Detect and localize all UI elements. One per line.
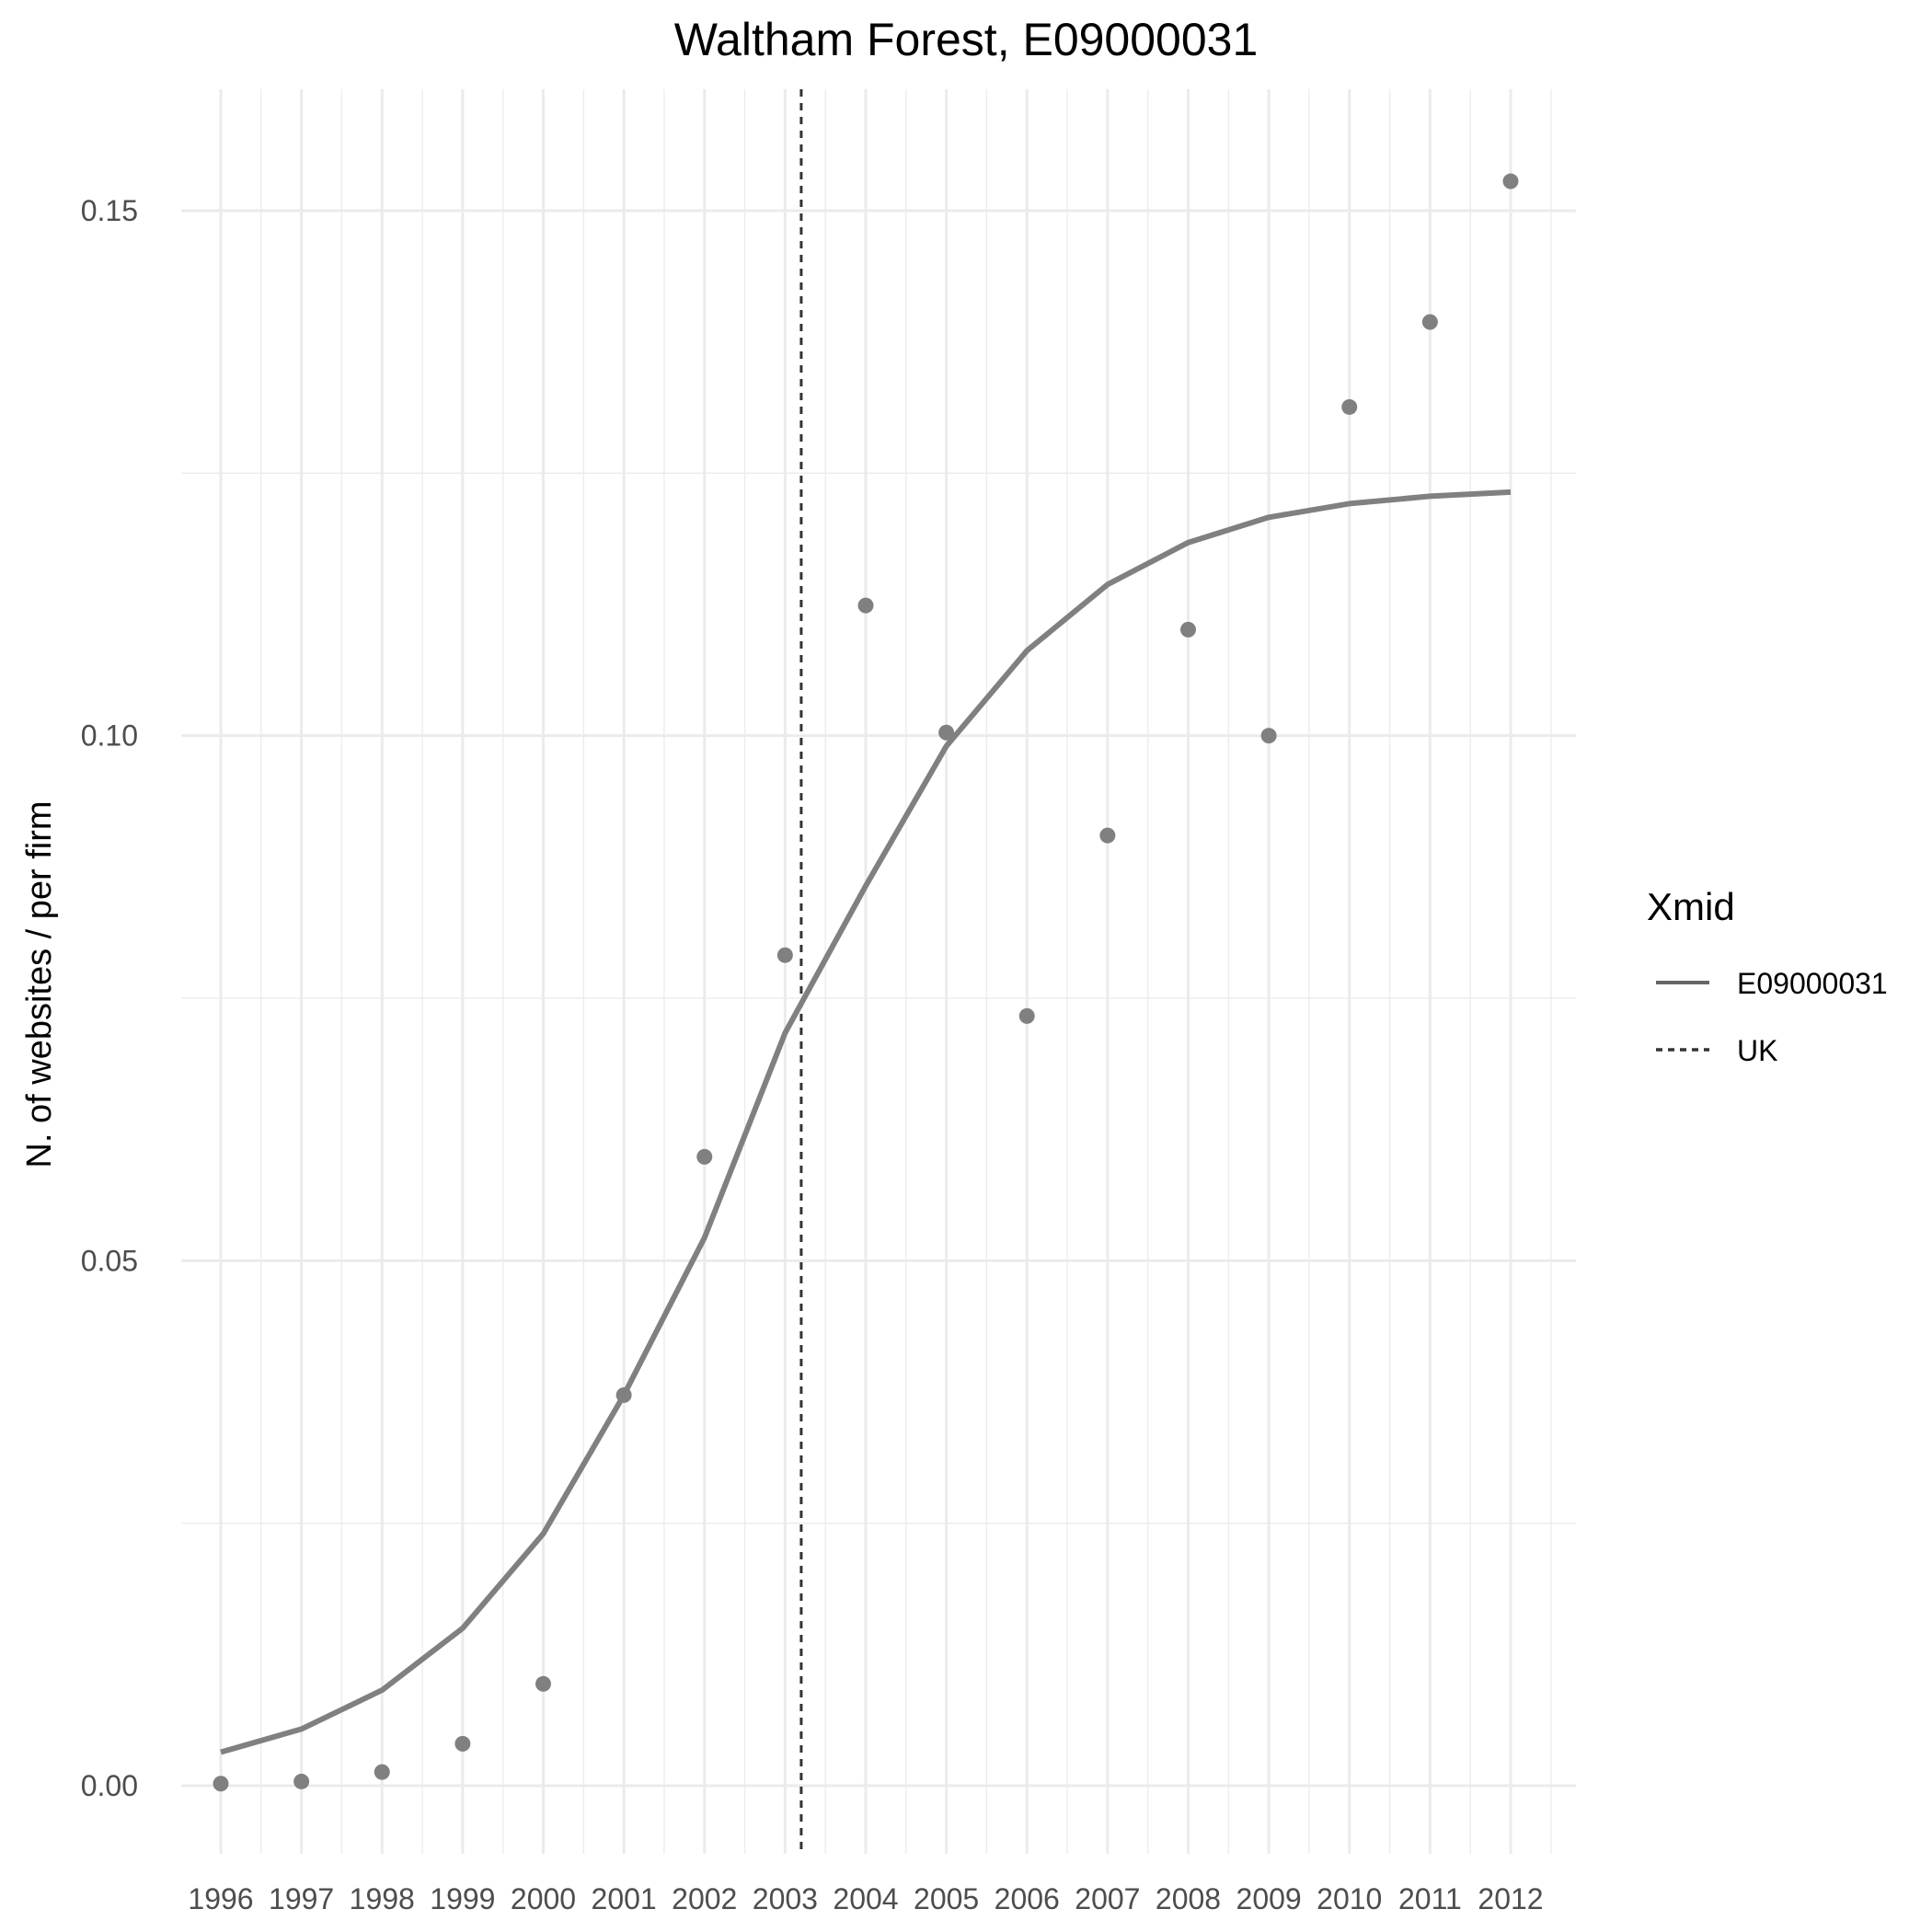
x-axis-ticks: 1996 1997 1998 1999 2000 2001 2002 2003 2004 2005… <box>188 1882 1543 1915</box>
data-point-2011 <box>1421 314 1438 330</box>
y-axis-ticks: 0.00 0.05 0.10 0.15 <box>81 194 138 1802</box>
y-tick-label: 0.15 <box>81 194 138 227</box>
y-tick-label: 0.00 <box>81 1769 138 1802</box>
data-point-2006 <box>1018 1007 1035 1024</box>
data-point-2009 <box>1260 728 1277 744</box>
data-point-2001 <box>615 1386 632 1403</box>
data-point-2008 <box>1180 621 1196 638</box>
data-point-1996 <box>213 1776 229 1792</box>
x-tick-label: 1998 <box>350 1882 415 1915</box>
x-tick-label: 2010 <box>1317 1882 1382 1915</box>
y-tick-label: 0.05 <box>81 1244 138 1277</box>
data-point-2007 <box>1099 827 1116 844</box>
x-tick-label: 2008 <box>1156 1882 1221 1915</box>
x-tick-label: 2005 <box>914 1882 979 1915</box>
data-point-2012 <box>1502 173 1519 190</box>
legend-label-uk: UK <box>1737 1034 1777 1067</box>
chart-title: Waltham Forest, E09000031 <box>674 14 1259 65</box>
x-tick-label: 1996 <box>188 1882 253 1915</box>
y-axis-title: N. of websites / per firm <box>20 800 59 1167</box>
y-tick-label: 0.10 <box>81 719 138 753</box>
data-point-2000 <box>535 1675 551 1692</box>
x-tick-label: 2007 <box>1075 1882 1140 1915</box>
data-point-2005 <box>938 724 955 741</box>
data-point-1997 <box>293 1773 310 1789</box>
x-tick-label: 2002 <box>672 1882 737 1915</box>
x-tick-label: 2012 <box>1478 1882 1543 1915</box>
x-tick-label: 2003 <box>753 1882 818 1915</box>
x-tick-label: 2004 <box>833 1882 898 1915</box>
data-point-2002 <box>696 1148 713 1165</box>
data-point-2003 <box>776 947 793 963</box>
data-point-1999 <box>454 1735 471 1752</box>
legend-title: Xmid <box>1647 885 1735 928</box>
data-point-2010 <box>1341 398 1358 415</box>
grid-major <box>181 89 1576 1854</box>
legend: Xmid E09000031 UK <box>1647 885 1888 1067</box>
x-tick-label: 2006 <box>995 1882 1060 1915</box>
x-tick-label: 1997 <box>269 1882 334 1915</box>
x-tick-label: 2011 <box>1398 1882 1462 1915</box>
point-layer <box>213 173 1519 1792</box>
line-layer <box>220 489 1512 1755</box>
data-point-2004 <box>857 597 874 614</box>
x-tick-label: 2001 <box>592 1882 657 1915</box>
data-point-1998 <box>374 1764 390 1780</box>
x-tick-label: 1999 <box>430 1882 495 1915</box>
series-line-e09000031 <box>220 489 1512 1755</box>
legend-label-e09000031: E09000031 <box>1737 967 1888 1000</box>
x-tick-label: 2009 <box>1236 1882 1302 1915</box>
grid-minor <box>181 89 1576 1854</box>
x-tick-label: 2000 <box>511 1882 576 1915</box>
